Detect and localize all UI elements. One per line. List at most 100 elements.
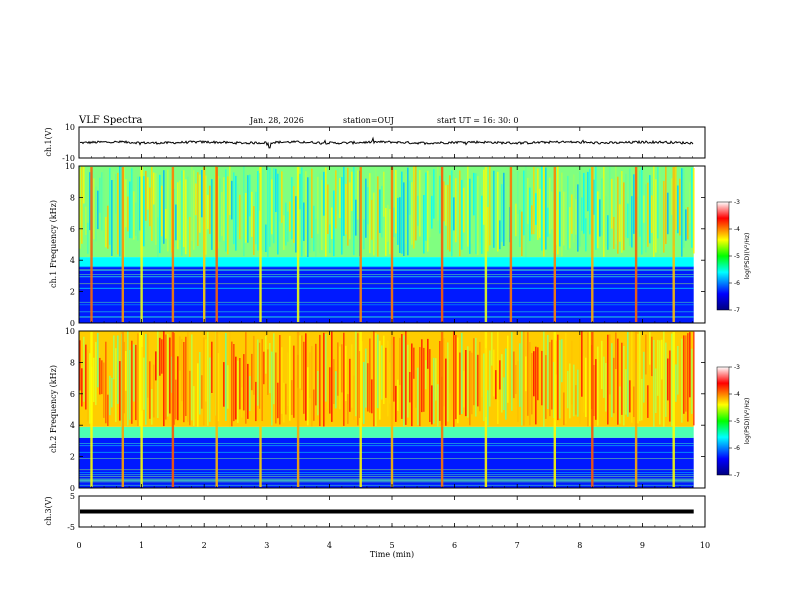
spectrogram-streak — [193, 386, 195, 426]
spectrogram-streak — [411, 182, 413, 245]
spectrogram-streak — [665, 342, 667, 417]
spectrogram-burst — [121, 167, 124, 322]
spectrogram-streak — [87, 222, 89, 254]
spectrogram-streak — [611, 178, 613, 229]
spectrogram-streak — [235, 356, 237, 420]
spectrogram-streak — [239, 194, 241, 240]
spectrogram-streak — [385, 208, 387, 256]
spectrogram-streak — [329, 224, 331, 254]
spectrogram-streak — [377, 334, 379, 409]
spectrogram-streak — [653, 340, 655, 427]
spectrogram-streak — [465, 350, 467, 417]
spectrogram-streak — [539, 188, 541, 238]
spectrogram-streak — [367, 187, 369, 225]
spectrogram-tone-line — [79, 458, 694, 459]
spectrogram-streak — [309, 176, 311, 253]
spectrogram-streak — [491, 203, 493, 252]
spectrogram-streak — [665, 166, 667, 244]
spectrogram-tone-line — [79, 311, 694, 313]
spectrogram-streak — [119, 361, 121, 421]
spectrogram-streak — [515, 203, 517, 237]
spectrogram-band — [79, 257, 694, 267]
spectrogram-streak — [409, 180, 411, 215]
spectrogram-streak — [265, 336, 267, 374]
spectrogram-streak — [399, 337, 401, 386]
spectrogram-streak — [515, 365, 517, 394]
spectrogram-streak — [637, 169, 639, 198]
spectrogram-streak — [343, 332, 345, 426]
spectrogram-streak — [273, 333, 275, 405]
spectrogram-streak — [545, 355, 547, 419]
spectrogram-streak — [201, 375, 203, 409]
ytick-label: 0 — [70, 484, 75, 493]
spectrogram-streak — [127, 196, 129, 232]
spectrogram-streak — [433, 357, 435, 424]
spectrogram-streak — [365, 178, 367, 238]
spectrogram-tone-line — [79, 283, 694, 285]
spectrogram-streak — [647, 385, 649, 418]
spectrogram-tone-line — [79, 451, 694, 453]
spectrogram-streak — [257, 171, 259, 251]
spectrogram-streak — [381, 345, 383, 400]
spectrogram-burst — [672, 167, 675, 322]
spectrogram-streak — [255, 381, 257, 422]
spectrogram-streak — [155, 351, 157, 381]
spectrogram-streak — [83, 336, 85, 402]
spectrogram-streak — [295, 196, 297, 253]
spectrogram-streak — [321, 374, 323, 409]
spectrogram-streak — [625, 369, 627, 415]
spectrogram-streak — [681, 338, 683, 423]
spectrogram-streak — [541, 350, 543, 406]
ch1-waveform-ylabel: ch.1(V) — [44, 127, 53, 156]
spectrogram-streak — [443, 181, 445, 222]
spectrogram-streak — [169, 337, 171, 414]
spectrogram-streak — [659, 340, 661, 425]
spectrogram-streak — [323, 332, 325, 427]
spectrogram-streak — [691, 348, 693, 414]
spectrogram-burst — [390, 167, 394, 322]
spectrogram-streak — [377, 176, 379, 257]
spectrogram-streak — [253, 206, 255, 255]
spectrogram-streak — [397, 197, 399, 245]
spectrogram-streak — [529, 342, 531, 426]
spectrogram-streak — [543, 331, 545, 427]
xtick-label: 7 — [515, 541, 520, 550]
spectrogram-streak — [605, 196, 607, 247]
spectrogram-streak — [231, 341, 233, 427]
spectrogram-streak — [229, 166, 231, 216]
spectrogram-streak — [375, 333, 377, 426]
spectrogram-burst — [121, 332, 124, 487]
spectrogram-burst — [484, 167, 488, 322]
spectrogram-streak — [283, 382, 285, 423]
spectrogram-tone-line — [79, 443, 694, 444]
spectrogram-streak — [177, 182, 179, 250]
spectrogram-tone-line — [79, 480, 694, 482]
spectrogram-streak — [481, 195, 483, 254]
spectrogram-streak — [473, 172, 475, 216]
spectrogram-streak — [279, 170, 281, 222]
ch1-spectrogram-image — [79, 166, 695, 323]
colorbar-tick-label: -4 — [734, 391, 740, 398]
spectrogram-tone-line — [79, 478, 694, 480]
spectrogram-streak — [333, 190, 335, 257]
spectrogram-streak — [609, 334, 611, 395]
figure-station: station=OUJ — [343, 116, 394, 125]
spectrogram-burst — [591, 332, 594, 487]
spectrogram-streak — [589, 331, 591, 426]
colorbar-tick-label: -3 — [734, 199, 740, 206]
colorbar-tick-label: -3 — [734, 364, 740, 371]
spectrogram-streak — [487, 207, 489, 252]
spectrogram-streak — [575, 199, 577, 235]
spectrogram-streak — [393, 207, 395, 238]
spectrogram-streak — [187, 332, 189, 422]
spectrogram-streak — [493, 170, 495, 248]
spectrogram-streak — [509, 352, 511, 403]
spectrogram-burst — [672, 332, 675, 487]
spectrogram-streak — [473, 338, 475, 406]
ch1-colorbar-label: log(PSD)(V²/Hz) — [744, 233, 751, 280]
spectrogram-streak — [211, 341, 213, 393]
spectrogram-streak — [587, 171, 589, 212]
spectrogram-streak — [693, 331, 695, 426]
spectrogram-streak — [601, 178, 603, 236]
spectrogram-streak — [347, 394, 349, 424]
